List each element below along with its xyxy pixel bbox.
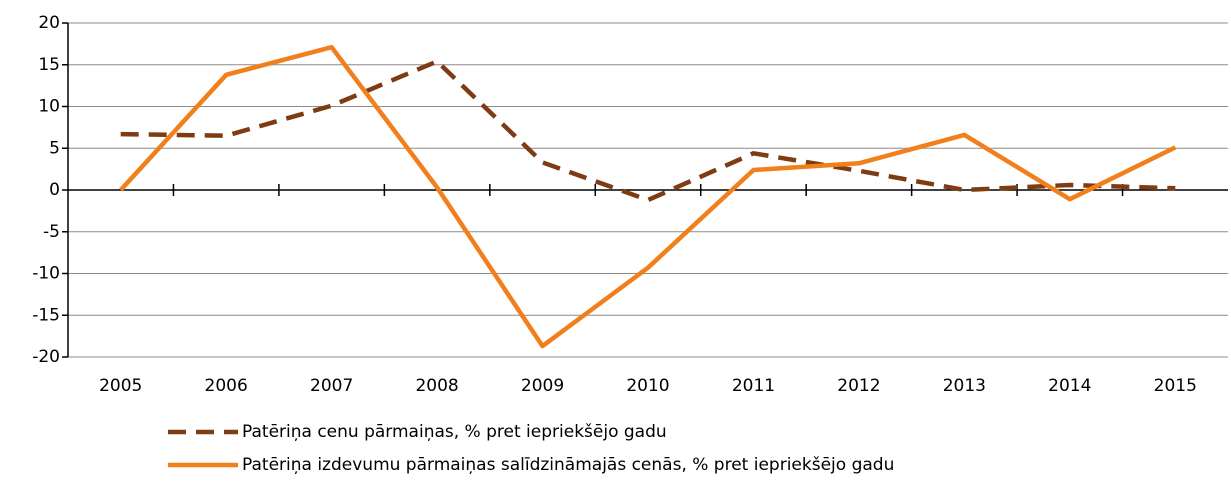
x-tick-label: 2010	[626, 376, 669, 396]
y-tick-label: 0	[49, 180, 60, 200]
legend-label: Patēriņa cenu pārmaiņas, % pret iepriekš…	[242, 422, 667, 442]
y-tick-label: 10	[38, 97, 60, 117]
x-tick-label: 2014	[1048, 376, 1091, 396]
legend-label: Patēriņa izdevumu pārmaiņas salīdzināmaj…	[242, 455, 894, 475]
series-line	[120, 59, 1176, 203]
x-tick-label: 2013	[943, 376, 986, 396]
x-tick-label: 2015	[1154, 376, 1197, 396]
x-tick-label: 2011	[732, 376, 775, 396]
y-tick-label: 20	[38, 13, 60, 33]
x-tick-label: 2008	[415, 376, 458, 396]
y-tick-label: -5	[43, 222, 60, 242]
x-tick-label: 2009	[521, 376, 564, 396]
x-tick-label: 2006	[205, 376, 248, 396]
x-tick-label: 2012	[837, 376, 880, 396]
series-line	[119, 44, 1177, 349]
y-tick-label: 5	[49, 138, 60, 158]
x-tick-label: 2005	[99, 376, 142, 396]
y-tick-label: -20	[32, 347, 60, 367]
x-tick-label: 2007	[310, 376, 353, 396]
y-tick-label: 15	[38, 55, 60, 75]
y-tick-label: -15	[32, 305, 60, 325]
y-tick-label: -10	[32, 264, 60, 284]
